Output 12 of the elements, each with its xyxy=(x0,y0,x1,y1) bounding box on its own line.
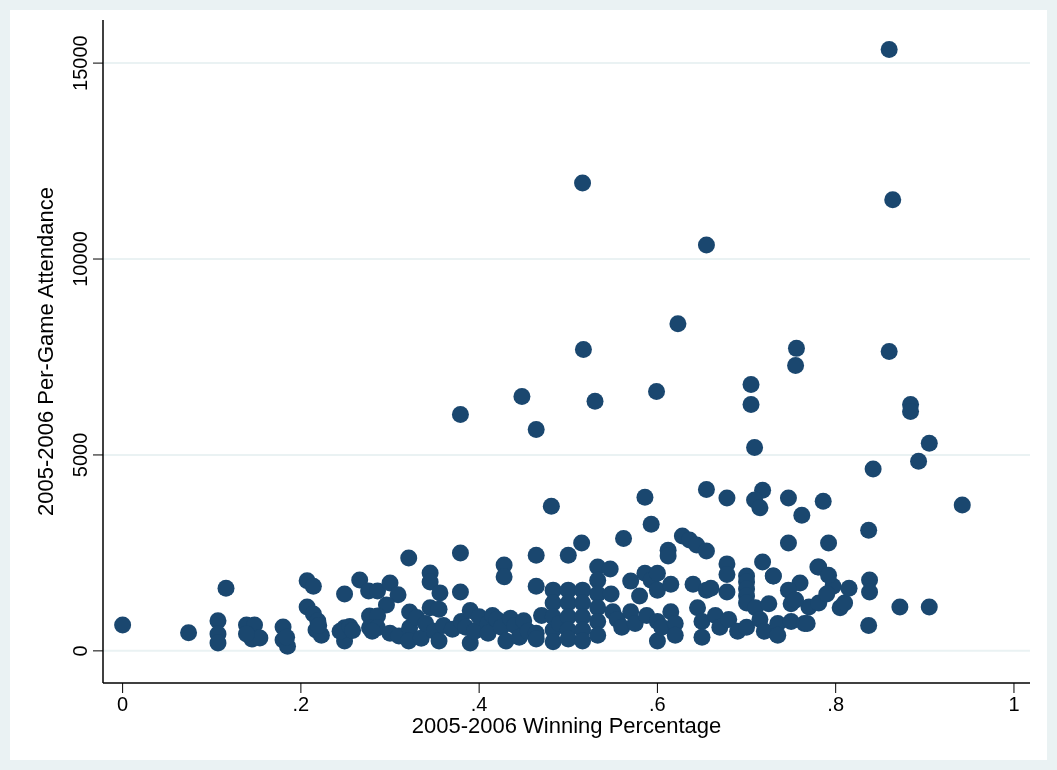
x-tick-label: .8 xyxy=(827,693,845,715)
x-tick-label: .6 xyxy=(649,693,666,715)
y-tick-label: 0 xyxy=(69,645,91,657)
y-tick-label: 15000 xyxy=(69,35,91,91)
y-tick-label: 10000 xyxy=(69,231,91,287)
y-axis-title: 2005-2006 Per-Game Attendance xyxy=(33,186,58,517)
x-tick-label: 1 xyxy=(1008,693,1020,715)
x-axis-title: 2005-2006 Winning Percentage xyxy=(411,713,722,738)
y-tick-label: 5000 xyxy=(69,432,91,478)
x-tick-label: .4 xyxy=(470,693,488,715)
x-tick-label: 0 xyxy=(117,693,129,715)
x-tick-label: .2 xyxy=(292,693,310,715)
